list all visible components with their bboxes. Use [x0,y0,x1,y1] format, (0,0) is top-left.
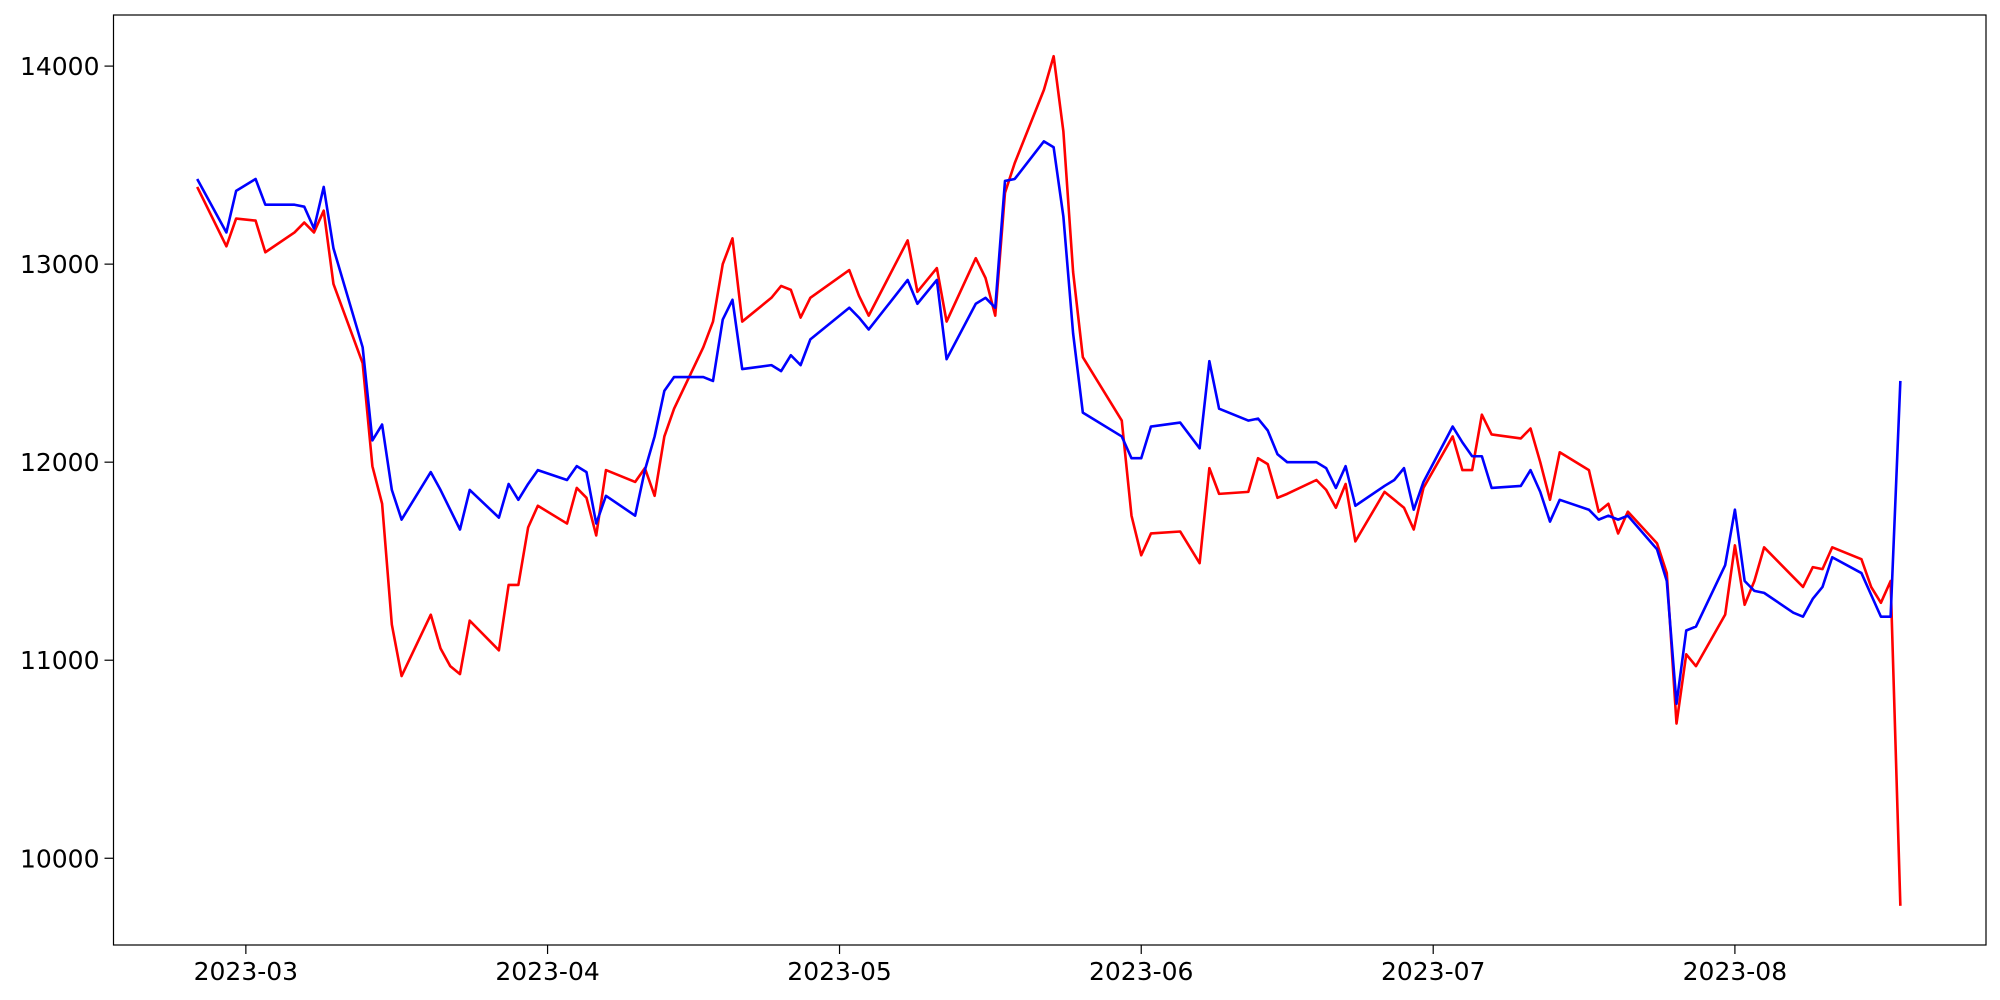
x-tick-label: 2023-06 [1089,957,1193,986]
plot-frame [112,14,1987,946]
x-tick-label: 2023-05 [787,957,891,986]
y-tick-label: 12000 [20,448,100,477]
x-tick-label: 2023-07 [1381,957,1485,986]
y-tick-label: 14000 [20,52,100,81]
x-tick-label: 2023-08 [1683,957,1787,986]
x-tick-label: 2023-03 [194,957,298,986]
data-line [196,140,1902,706]
data-line [196,54,1902,906]
y-tick-label: 13000 [20,250,100,279]
y-tick-label: 11000 [20,646,100,675]
x-tick-label: 2023-04 [495,957,599,986]
y-tick-label: 10000 [20,844,100,873]
